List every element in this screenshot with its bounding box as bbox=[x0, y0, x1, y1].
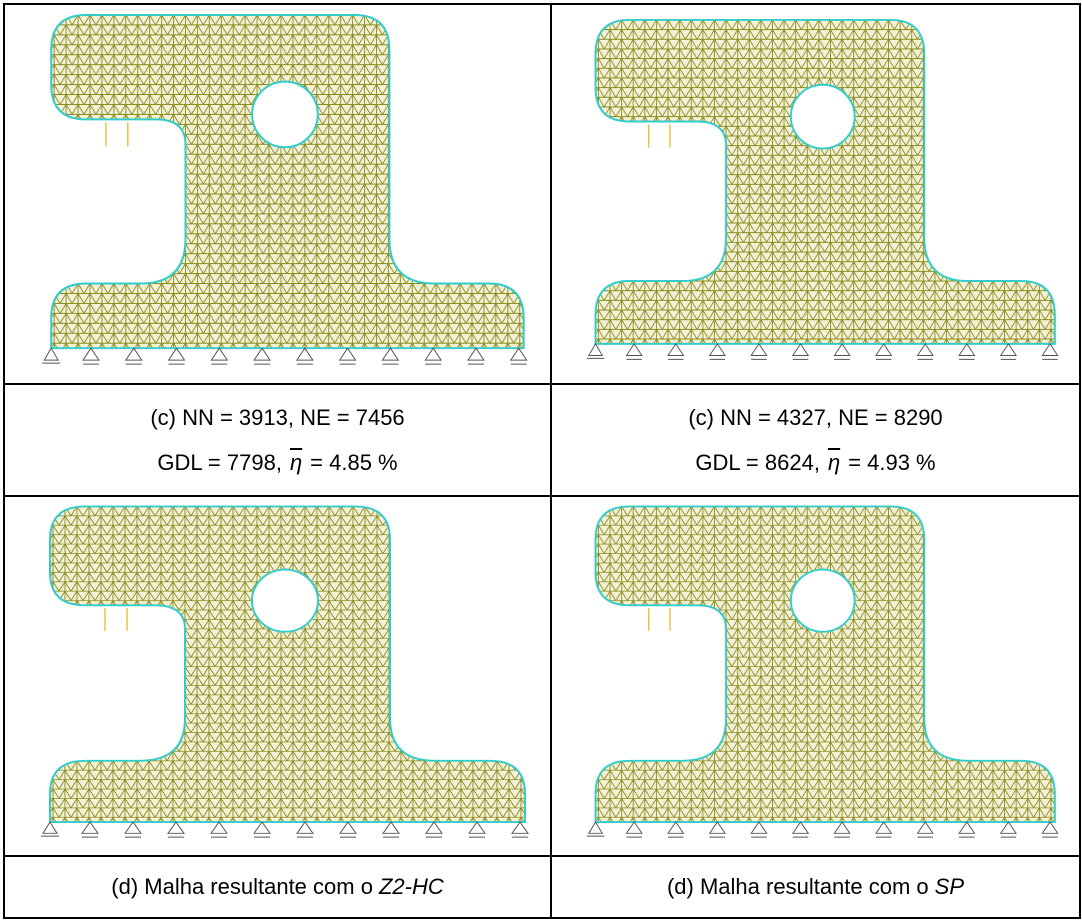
caption-text: GDL = 8624, bbox=[695, 450, 820, 475]
mesh-image bbox=[5, 5, 550, 383]
caption-line: (c) NN = 4327, NE = 8290 bbox=[688, 405, 942, 431]
mesh-panel bbox=[551, 496, 1080, 856]
caption-text: = 4.85 % bbox=[310, 450, 397, 475]
caption-text: = 4.93 % bbox=[848, 450, 935, 475]
caption-line: (c) NN = 3913, NE = 7456 bbox=[150, 405, 404, 431]
mesh-image bbox=[552, 497, 1079, 855]
caption-text: (d) Malha resultante com o bbox=[111, 874, 373, 899]
page: (c) NN = 3913, NE = 7456 GDL = 7798, η = 4… bbox=[0, 0, 1082, 921]
caption-text: (d) Malha resultante com o bbox=[667, 874, 929, 899]
figure-table: (c) NN = 3913, NE = 7456 GDL = 7798, η = 4… bbox=[3, 3, 1081, 919]
mesh-image bbox=[5, 497, 550, 855]
symbol: η bbox=[828, 450, 840, 475]
caption-text: GDL = 7798, bbox=[157, 450, 282, 475]
mesh-panel bbox=[4, 4, 551, 384]
symbol: η bbox=[290, 450, 302, 475]
method-name: SP bbox=[935, 874, 964, 899]
mesh-panel bbox=[4, 496, 551, 856]
caption: (c) NN = 4327, NE = 8290 GDL = 8624, η = 4… bbox=[551, 384, 1080, 496]
caption-line: GDL = 7798, η = 4.85 % bbox=[157, 450, 397, 476]
caption: (c) NN = 3913, NE = 7456 GDL = 7798, η = 4… bbox=[4, 384, 551, 496]
method-name: Z2-HC bbox=[379, 874, 444, 899]
mesh-image bbox=[552, 5, 1079, 383]
caption-line: GDL = 8624, η = 4.93 % bbox=[695, 450, 935, 476]
mesh-panel bbox=[551, 4, 1080, 384]
